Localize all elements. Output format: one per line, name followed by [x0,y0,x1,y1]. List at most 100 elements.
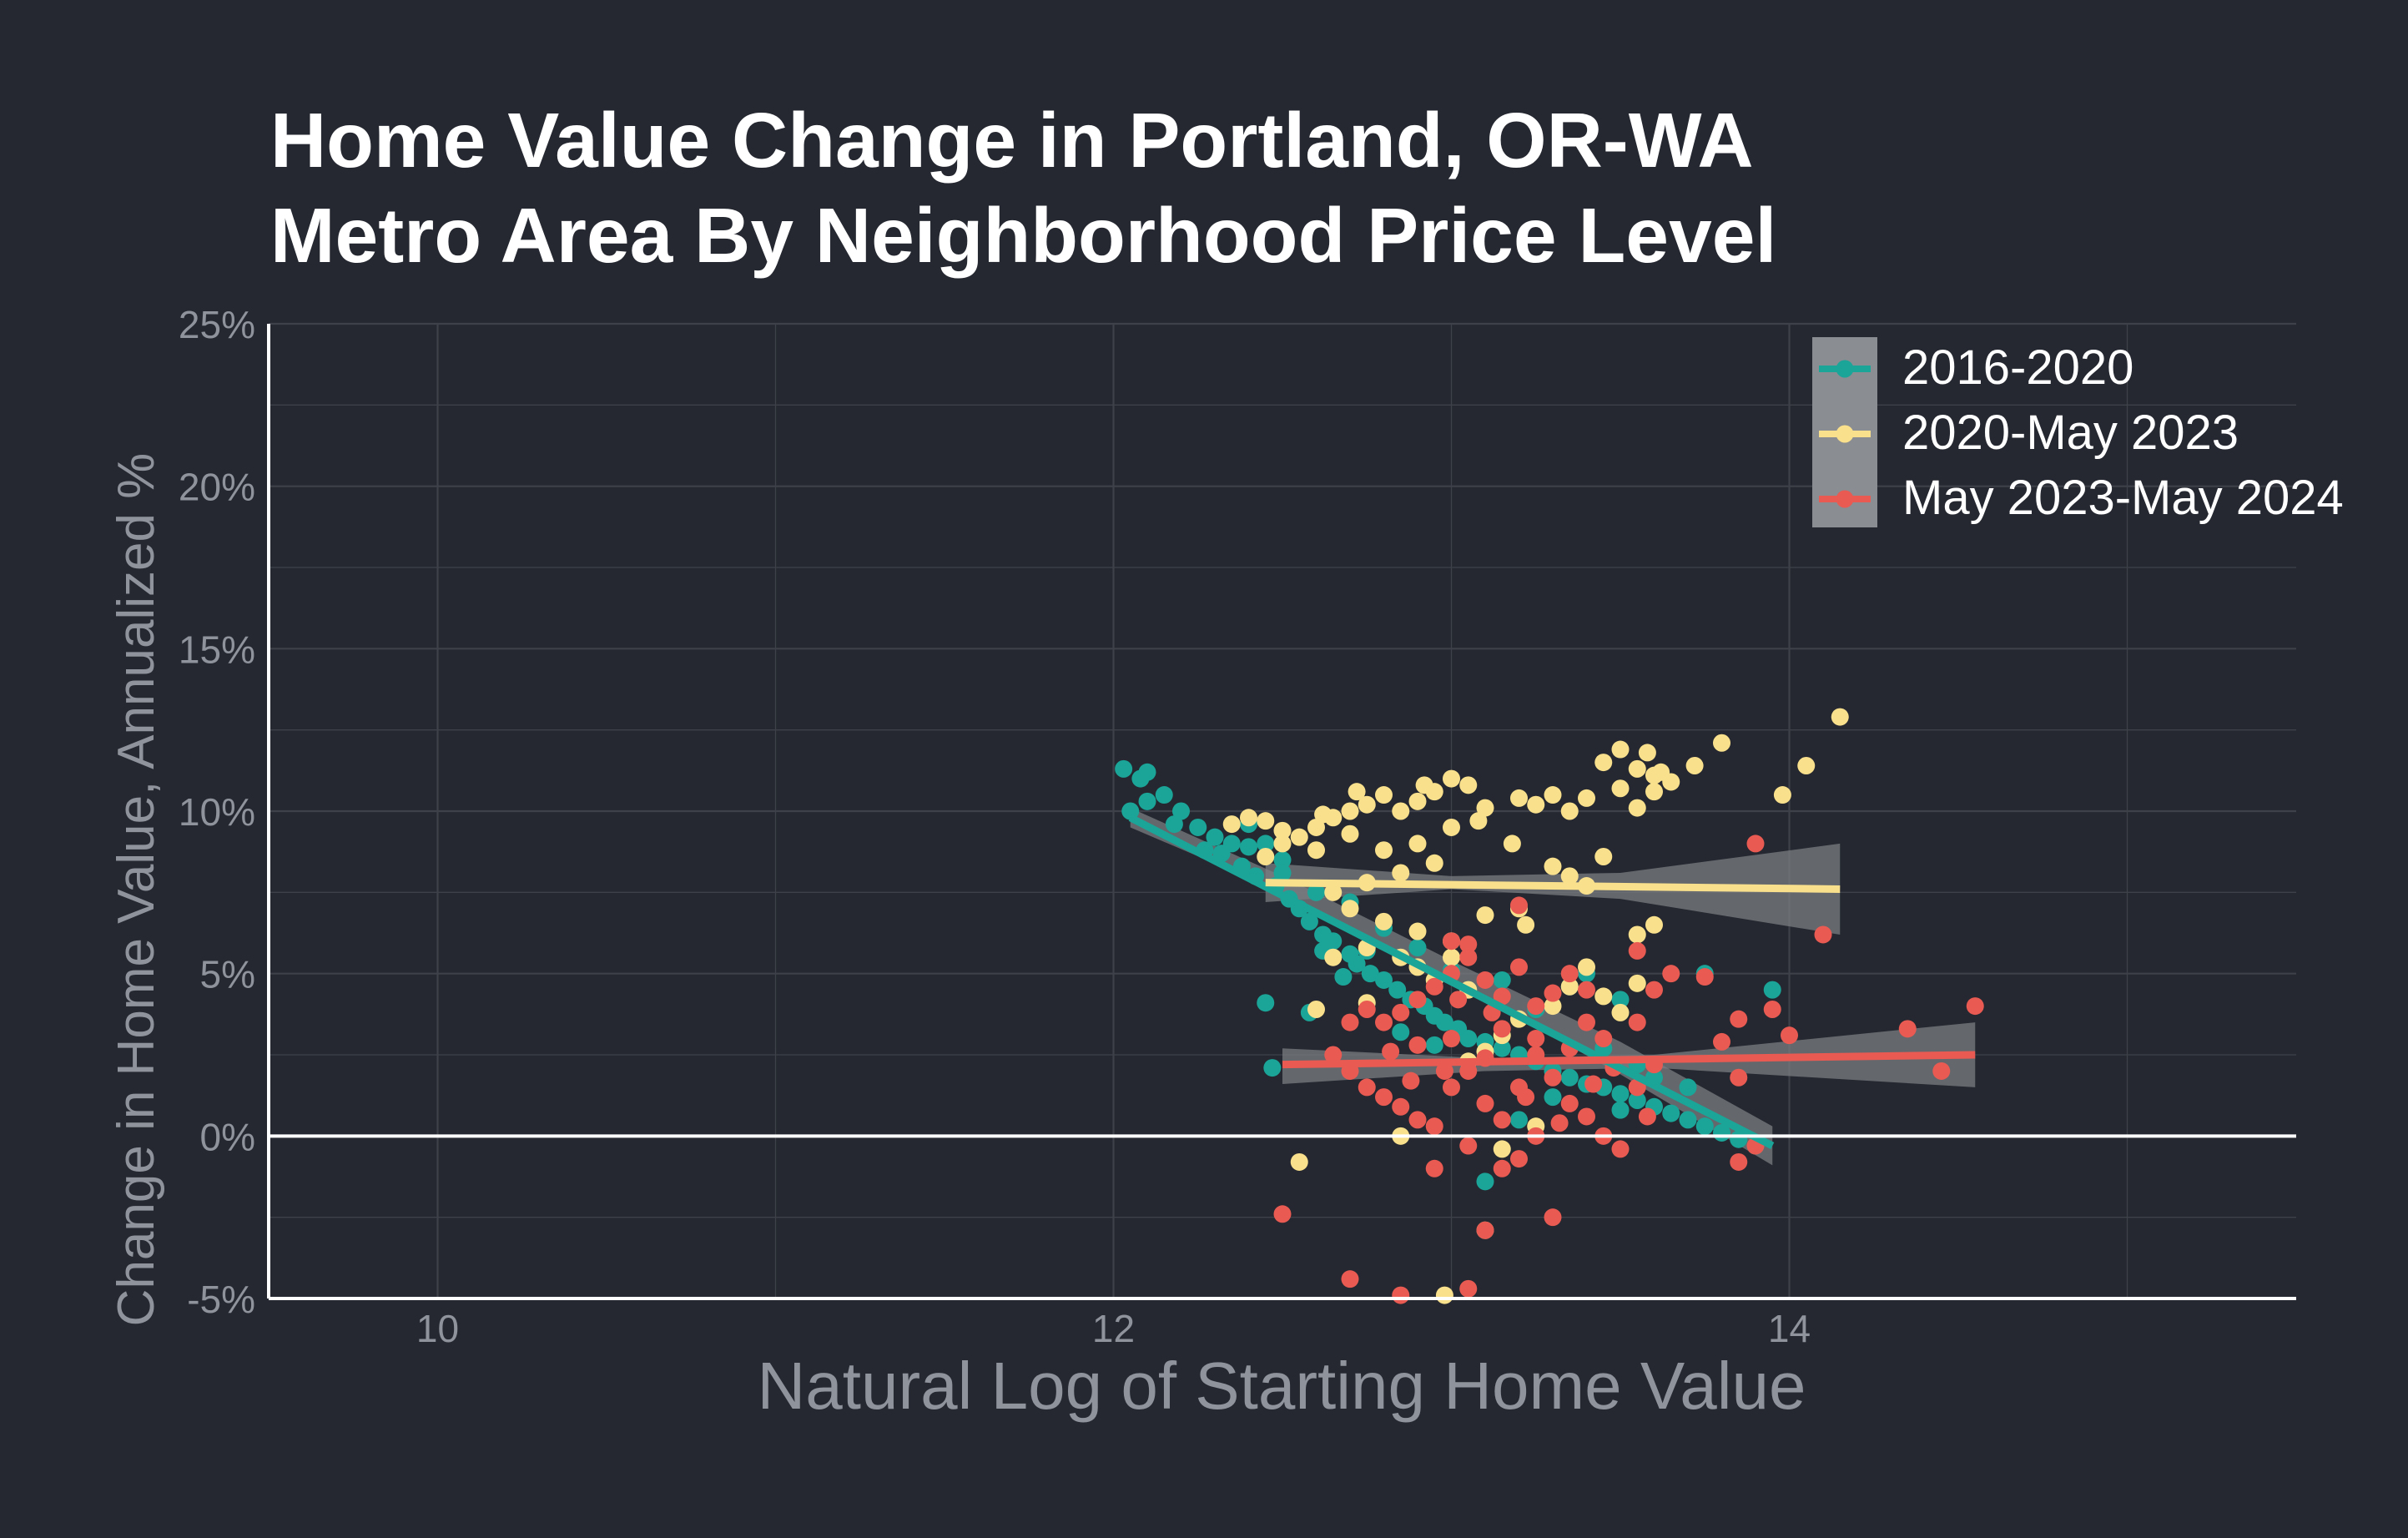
data-point [1898,1020,1917,1038]
data-point [1966,997,1984,1016]
y-tick-label: 0% [200,1115,255,1158]
data-point [1402,1072,1420,1090]
data-point [1578,1107,1595,1126]
data-point [1435,1013,1453,1031]
data-point [1628,974,1646,992]
data-point [1392,1003,1410,1021]
data-point [1392,864,1410,882]
data-point [1408,922,1427,940]
data-point [1459,776,1478,794]
data-point [1493,1140,1511,1158]
data-point [1544,997,1562,1016]
data-point [1510,958,1528,976]
data-point [1341,1013,1359,1031]
data-point [1544,984,1562,1002]
data-point [1459,1137,1478,1155]
data-point [1662,1104,1680,1122]
data-point [1425,1117,1443,1136]
data-point [1628,925,1646,944]
data-point [1341,824,1359,843]
data-point [1425,854,1443,872]
data-point [1435,1286,1453,1304]
legend-label: May 2023-May 2024 [1902,471,2344,525]
data-point [1290,828,1308,846]
data-point [1476,1094,1494,1112]
data-point [1611,740,1630,759]
data-point [1685,756,1704,774]
data-point [1645,783,1663,801]
data-point [1493,1020,1511,1038]
data-point [1459,948,1478,966]
data-point [1510,789,1528,807]
data-point [1611,779,1630,798]
data-point [1459,1061,1478,1080]
data-point [1611,1085,1630,1103]
data-point [1300,912,1318,930]
data-point [1348,955,1366,973]
data-point [1382,1042,1400,1061]
data-point [1594,1030,1613,1048]
data-point [1189,818,1207,836]
data-point [1713,734,1730,752]
data-point [1628,759,1646,778]
data-point [1165,815,1183,834]
data-point [1138,792,1156,810]
data-point [1443,932,1460,951]
data-point [1341,900,1359,918]
confidence-band [1282,1022,1976,1087]
legend-key-point [1836,425,1854,443]
data-point [1695,968,1714,986]
data-point [1510,1150,1528,1168]
y-tick-label: 15% [179,628,255,671]
data-point [1443,1078,1460,1097]
data-point [1544,1088,1562,1107]
data-point [1341,802,1359,820]
x-axis-label: Natural Log of Starting Home Value [758,1349,1806,1423]
data-point [1560,867,1579,885]
data-point [1257,994,1275,1012]
data-point [1814,925,1832,944]
data-point [1679,1078,1697,1097]
data-point [1560,1094,1579,1112]
data-point [1155,786,1173,804]
y-axis-label: Change in Home Value, Annualized % [108,453,165,1327]
x-tick-label: 10 [416,1307,459,1350]
trend-line [1265,879,1841,893]
data-point [1324,883,1343,901]
data-point [1476,1221,1494,1239]
data-point [1645,915,1663,934]
chart-title-line-2: Metro Area By Neighborhood Price Level [270,192,1776,279]
data-point [1443,948,1460,966]
data-point [1781,1026,1798,1045]
data-point [1408,835,1427,853]
data-point [1493,1111,1511,1129]
scatter-points [1115,708,1984,1304]
data-point [1273,850,1292,869]
data-point [1257,835,1275,853]
data-point [1273,821,1292,840]
data-point [1388,981,1407,999]
data-point [1392,1097,1410,1116]
data-point [1628,799,1646,817]
data-point [1449,991,1468,1009]
data-point [1493,987,1511,1006]
data-point [1773,786,1791,804]
data-point [1392,1286,1410,1304]
data-point [1476,906,1494,925]
data-point [1408,1036,1427,1054]
data-point [1361,965,1379,983]
data-point [1578,958,1595,976]
data-point [1257,848,1275,866]
data-point [1550,1114,1569,1132]
data-point [1392,1023,1410,1041]
data-point [1527,1030,1545,1048]
data-point [1831,708,1849,726]
data-point [1222,815,1241,834]
data-point [1307,818,1325,836]
data-point [1517,915,1535,934]
data-point [1544,786,1562,804]
x-tick-labels: 10 12 14 [416,1307,1811,1350]
data-point [1408,939,1427,957]
data-point [1594,848,1613,866]
